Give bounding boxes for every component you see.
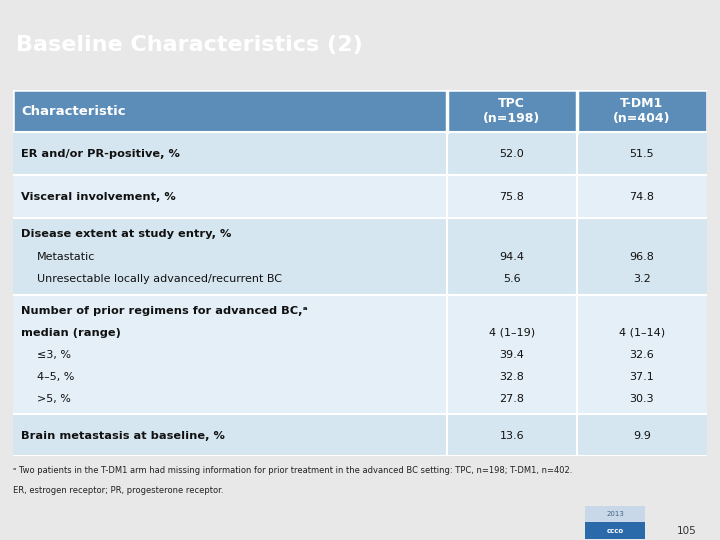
Text: Visceral involvement, %: Visceral involvement, % bbox=[22, 192, 176, 202]
Text: ≤3, %: ≤3, % bbox=[37, 349, 71, 360]
Text: 39.4: 39.4 bbox=[499, 349, 524, 360]
Bar bbox=[446, 90, 577, 132]
Text: 105: 105 bbox=[676, 525, 696, 536]
Bar bbox=[13, 414, 707, 456]
Text: 94.4: 94.4 bbox=[499, 252, 524, 262]
Text: Baseline Characteristics (2): Baseline Characteristics (2) bbox=[16, 35, 363, 55]
Text: 51.5: 51.5 bbox=[629, 149, 654, 159]
Text: 4 (1–19): 4 (1–19) bbox=[489, 328, 535, 338]
Text: 2013: 2013 bbox=[606, 511, 624, 517]
Text: 37.1: 37.1 bbox=[629, 372, 654, 382]
Text: 27.8: 27.8 bbox=[499, 394, 524, 403]
Bar bbox=[13, 175, 707, 218]
Bar bbox=[585, 523, 645, 538]
Text: 4 (1–14): 4 (1–14) bbox=[618, 328, 665, 338]
Text: Metastatic: Metastatic bbox=[37, 252, 95, 262]
Text: 74.8: 74.8 bbox=[629, 192, 654, 202]
Text: Characteristic: Characteristic bbox=[22, 105, 126, 118]
Bar bbox=[577, 90, 707, 132]
Text: >5, %: >5, % bbox=[37, 394, 71, 403]
Text: 96.8: 96.8 bbox=[629, 252, 654, 262]
Bar bbox=[13, 132, 707, 175]
Text: 32.8: 32.8 bbox=[499, 372, 524, 382]
Text: 52.0: 52.0 bbox=[499, 149, 524, 159]
Text: ER, estrogen receptor; PR, progesterone receptor.: ER, estrogen receptor; PR, progesterone … bbox=[13, 486, 223, 495]
Text: ER and/or PR-positive, %: ER and/or PR-positive, % bbox=[22, 149, 180, 159]
Bar bbox=[13, 90, 446, 132]
Text: 30.3: 30.3 bbox=[629, 394, 654, 403]
Text: 75.8: 75.8 bbox=[499, 192, 524, 202]
Text: 13.6: 13.6 bbox=[500, 430, 524, 441]
Text: 32.6: 32.6 bbox=[629, 349, 654, 360]
Text: median (range): median (range) bbox=[22, 328, 121, 338]
Bar bbox=[13, 218, 707, 295]
Text: 4–5, %: 4–5, % bbox=[37, 372, 74, 382]
Text: Unresectable locally advanced/recurrent BC: Unresectable locally advanced/recurrent … bbox=[37, 274, 282, 285]
Text: 5.6: 5.6 bbox=[503, 274, 521, 285]
Text: 3.2: 3.2 bbox=[633, 274, 651, 285]
Text: ᵃ Two patients in the T-DM1 arm had missing information for prior treatment in t: ᵃ Two patients in the T-DM1 arm had miss… bbox=[13, 465, 572, 475]
Bar bbox=[585, 507, 645, 522]
Text: Brain metastasis at baseline, %: Brain metastasis at baseline, % bbox=[22, 430, 225, 441]
Bar bbox=[13, 295, 707, 414]
Text: Number of prior regimens for advanced BC,ᵃ: Number of prior regimens for advanced BC… bbox=[22, 306, 308, 315]
Text: T-DM1
(n=404): T-DM1 (n=404) bbox=[613, 97, 670, 125]
Text: 9.9: 9.9 bbox=[633, 430, 651, 441]
Text: TPC
(n=198): TPC (n=198) bbox=[483, 97, 540, 125]
Text: ccco: ccco bbox=[607, 528, 624, 534]
Text: Disease extent at study entry, %: Disease extent at study entry, % bbox=[22, 229, 232, 239]
